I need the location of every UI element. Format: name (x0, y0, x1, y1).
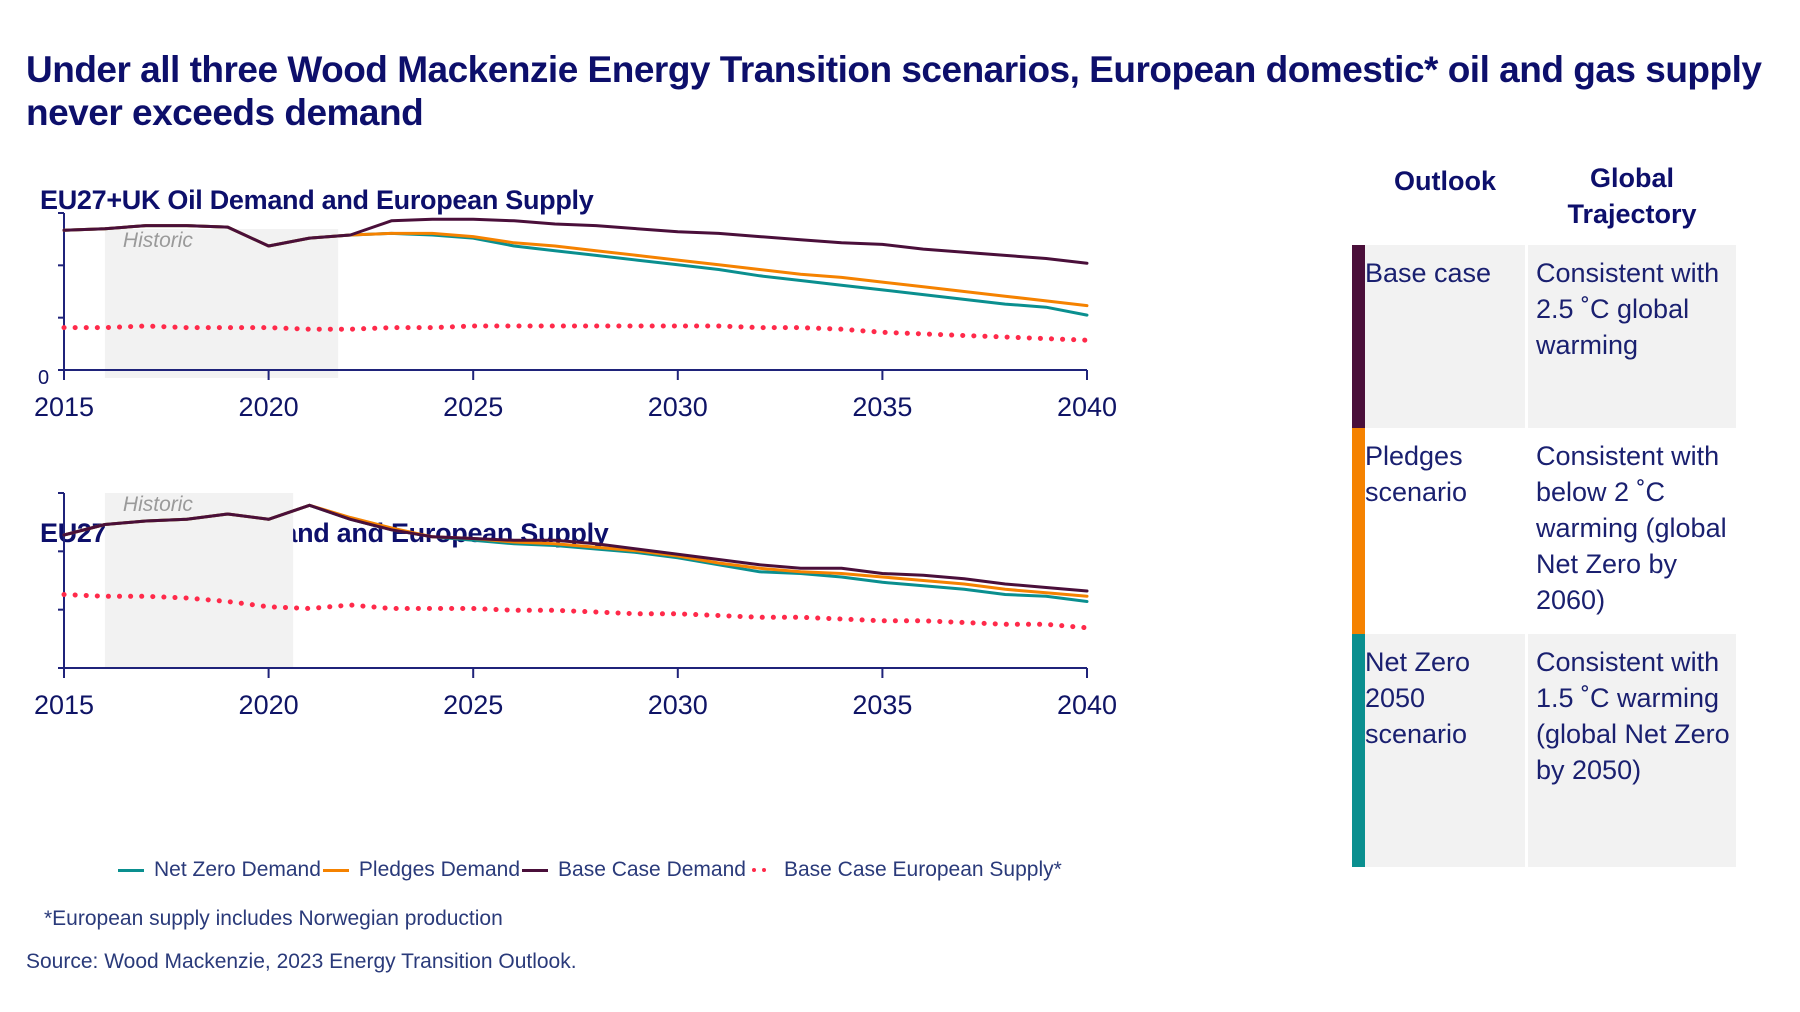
source-note: Source: Wood Mackenzie, 2023 Energy Tran… (26, 950, 577, 973)
series-line-supply (61, 323, 1090, 343)
x-tick-label: 2015 (34, 392, 94, 422)
legend-label: Base Case Demand (558, 858, 746, 881)
gas-chart: Historic 2015 2020 2025 2030 2035 2040 (34, 492, 1117, 720)
table-row-pledges: Pledges scenario Consistent with below 2… (1352, 428, 1736, 634)
legend-label: Pledges Demand (358, 858, 521, 881)
x-tick-label: 2030 (648, 690, 708, 720)
x-tick-label: 2040 (1057, 392, 1117, 422)
historic-label: Historic (123, 229, 194, 252)
chart-legend: Net Zero Demand Pledges Demand Base Case… (118, 858, 1064, 882)
table-cell-trajectory: Consistent with 1.5 ˚C warming (global N… (1528, 634, 1736, 867)
series-line-base-case (62, 503, 1089, 593)
oil-chart: Historic 0 2015 2020 2025 2030 2035 2040 (34, 212, 1117, 422)
x-tick-label: 2035 (852, 392, 912, 422)
historic-band (104, 229, 339, 378)
legend-label: Net Zero Demand (154, 858, 321, 881)
legend-item-base-case: Base Case Demand (522, 858, 746, 882)
table-header-trajectory: Global Trajectory (1567, 163, 1697, 229)
y-tick-label: 0 (38, 367, 49, 389)
x-tick-label: 2020 (239, 392, 299, 422)
x-tick-label: 2025 (443, 392, 503, 422)
x-tick-label: 2025 (443, 690, 503, 720)
x-tick-label: 2020 (239, 690, 299, 720)
scenario-color-bar (1352, 634, 1365, 867)
legend-label: Base Case European Supply* (783, 858, 1062, 881)
historic-label: Historic (123, 493, 194, 516)
x-tick-label: 2030 (648, 392, 708, 422)
series-line-supply (61, 592, 1090, 631)
table-cell-trajectory: Consistent with below 2 ˚C warming (glob… (1536, 441, 1727, 615)
table-cell-outlook: Base case (1365, 245, 1525, 428)
legend-swatch-pledges (322, 868, 349, 872)
legend-swatch-net-zero (118, 868, 144, 872)
series-line-base-case (62, 217, 1089, 265)
x-tick-label: 2015 (34, 690, 94, 720)
legend-item-pledges: Pledges Demand (322, 858, 521, 882)
legend-item-supply: Base Case European Supply* (748, 858, 1062, 882)
legend-swatch-supply (748, 867, 774, 873)
table-cell-outlook: Net Zero 2050 scenario (1365, 634, 1525, 867)
x-tick-label: 2035 (852, 690, 912, 720)
table-header-outlook: Outlook (1394, 166, 1496, 196)
x-tick-label: 2040 (1057, 690, 1117, 720)
legend-item-net-zero: Net Zero Demand (118, 858, 321, 882)
table-row-net-zero: Net Zero 2050 scenario Consistent with 1… (1352, 634, 1736, 867)
scenario-color-bar (1352, 428, 1365, 634)
table-cell-outlook: Pledges scenario (1365, 441, 1468, 507)
scenario-color-bar (1352, 245, 1365, 428)
table-row-base-case: Base case Consistent with 2.5 ˚C global … (1352, 245, 1736, 428)
oil-chart-title: EU27+UK Oil Demand and European Supply (40, 185, 594, 215)
legend-swatch-base-case (522, 868, 549, 872)
table-cell-trajectory: Consistent with 2.5 ˚C global warming (1528, 245, 1736, 428)
page-title: Under all three Wood Mackenzie Energy Tr… (26, 49, 1762, 133)
footnote: *European supply includes Norwegian prod… (44, 907, 503, 930)
